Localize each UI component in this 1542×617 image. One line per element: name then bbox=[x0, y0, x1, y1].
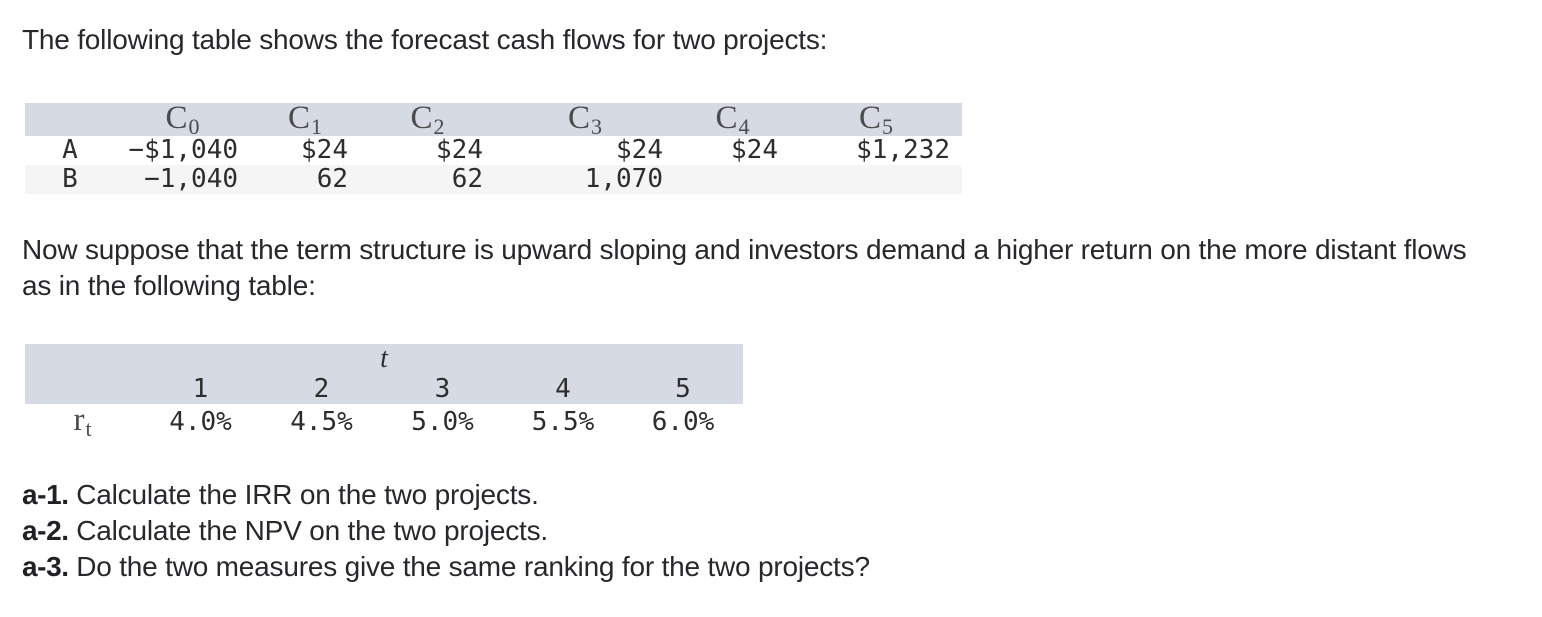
cashflow-value: 62 bbox=[316, 164, 348, 194]
cashflow-column-base: C bbox=[287, 100, 310, 136]
rate-row-label: rt bbox=[25, 402, 140, 441]
cashflow-column-subscript: 4 bbox=[738, 114, 750, 139]
cashflow-column-header: C5 bbox=[790, 100, 962, 139]
cashflow-column-base: C bbox=[715, 100, 738, 136]
cashflow-value bbox=[675, 165, 790, 194]
time-variable-label: t bbox=[380, 343, 388, 374]
rate-label-base: r bbox=[73, 402, 85, 438]
cashflow-value: $24 bbox=[731, 135, 778, 165]
rates-period-header: 2 bbox=[261, 374, 382, 404]
cashflow-column-base: C bbox=[165, 100, 188, 136]
rates-value-row: rt 4.0% 4.5% 5.0% 5.5% 6.0% bbox=[25, 402, 743, 441]
rate-value: 4.0% bbox=[140, 404, 261, 439]
question-line: a-1. Calculate the IRR on the two projec… bbox=[22, 477, 870, 513]
rates-period-header: 1 bbox=[140, 374, 261, 404]
cashflow-column-subscript: 1 bbox=[311, 114, 322, 139]
cashflow-value: $24 bbox=[436, 135, 483, 165]
rate-label-subscript: t bbox=[85, 416, 92, 441]
cashflow-value: −$1,040 bbox=[128, 135, 238, 165]
question-text: Calculate the NPV on the two projects. bbox=[68, 515, 548, 546]
rate-value: 5.5% bbox=[503, 404, 623, 439]
rate-value: 5.0% bbox=[382, 404, 503, 439]
project-label: B bbox=[62, 164, 78, 194]
question-text: Do the two measures give the same rankin… bbox=[68, 551, 870, 582]
intro-text: The following table shows the forecast c… bbox=[22, 24, 828, 55]
cashflow-value bbox=[790, 165, 962, 194]
cashflow-column-subscript: 2 bbox=[433, 114, 445, 139]
questions-list: a-1. Calculate the IRR on the two projec… bbox=[22, 477, 870, 585]
cashflow-header-row: C0 C1 C2 C3 C4 C5 bbox=[25, 100, 962, 139]
cashflow-row: B −1,040 62 62 1,070 bbox=[25, 165, 962, 194]
cashflow-value: $24 bbox=[301, 135, 348, 165]
cashflow-column-subscript: 0 bbox=[188, 114, 200, 139]
cashflow-value: 62 bbox=[451, 164, 483, 194]
cashflow-table: C0 C1 C2 C3 C4 C5 A −$1,040 $24 $24 $24 $24 $1,232 B… bbox=[25, 100, 962, 194]
cashflow-column-header: C1 bbox=[250, 100, 360, 139]
cashflow-column-subscript: 3 bbox=[591, 114, 602, 139]
cashflow-column-header: C4 bbox=[675, 100, 790, 139]
cashflow-column-header: C3 bbox=[495, 100, 675, 139]
rates-variable-row: t bbox=[25, 344, 743, 374]
project-label: A bbox=[62, 135, 78, 165]
term-structure-text: Now suppose that the term structure is u… bbox=[22, 234, 1467, 301]
question-line: a-3. Do the two measures give the same r… bbox=[22, 549, 870, 585]
cashflow-corner-cell bbox=[25, 103, 115, 136]
rates-period-header: 3 bbox=[382, 374, 503, 404]
rates-corner-cell bbox=[25, 374, 140, 404]
rates-variable-cell: t bbox=[25, 344, 743, 374]
cashflow-column-base: C bbox=[567, 100, 590, 136]
cashflow-column-header: C2 bbox=[360, 100, 495, 139]
cashflow-value: $24 bbox=[616, 135, 663, 165]
cashflow-table-body: A −$1,040 $24 $24 $24 $24 $1,232 B −1,040 62 62 1,0… bbox=[25, 136, 962, 194]
cashflow-column-subscript: 5 bbox=[882, 114, 893, 139]
question-text: Calculate the IRR on the two projects. bbox=[68, 479, 539, 510]
rates-period-header: 5 bbox=[623, 374, 743, 404]
cashflow-value: $1,232 bbox=[856, 135, 950, 165]
question-prefix: a-2. bbox=[22, 515, 69, 546]
rates-period-header: 4 bbox=[503, 374, 623, 404]
question-prefix: a-1. bbox=[22, 479, 69, 510]
cashflow-column-base: C bbox=[858, 100, 881, 136]
cashflow-row: A −$1,040 $24 $24 $24 $24 $1,232 bbox=[25, 136, 962, 165]
cashflow-value: −1,040 bbox=[144, 164, 238, 194]
question-prefix: a-3. bbox=[22, 551, 69, 582]
cashflow-value: 1,070 bbox=[584, 164, 663, 194]
rate-value: 6.0% bbox=[623, 404, 743, 439]
cashflow-column-header: C0 bbox=[115, 100, 250, 139]
question-line: a-2. Calculate the NPV on the two projec… bbox=[22, 513, 870, 549]
rate-value: 4.5% bbox=[261, 404, 382, 439]
cashflow-column-base: C bbox=[410, 100, 433, 136]
